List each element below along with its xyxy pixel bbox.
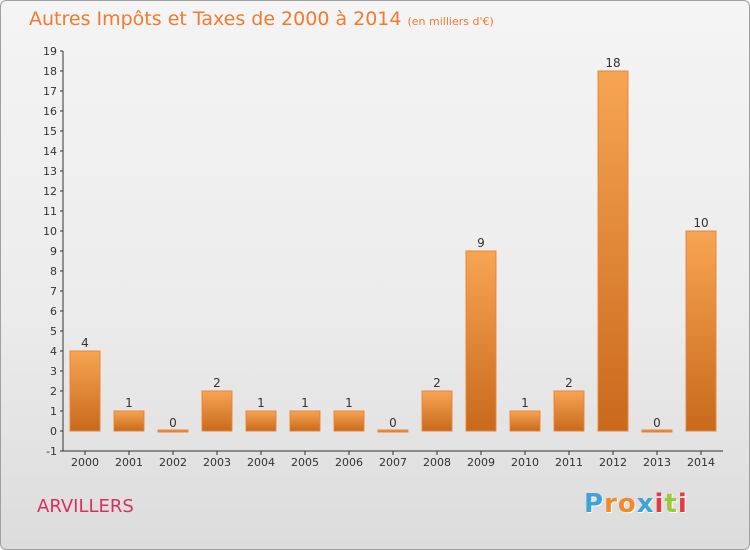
bar-2006: [333, 410, 365, 432]
x-tick-label-2014: 2014: [687, 456, 715, 469]
x-tick-label-2010: 2010: [511, 456, 539, 469]
chart-x-tick-labels: 2000 2001 2002 2003 2004 2005 2006 2007 2008 2009…: [71, 451, 715, 469]
x-tick-label-2002: 2002: [159, 456, 187, 469]
x-tick-label-2009: 2009: [467, 456, 495, 469]
bar-2004: [245, 410, 277, 432]
x-tick-label-2013: 2013: [643, 456, 671, 469]
commune-name: ARVILLERS: [37, 496, 134, 517]
y-tick-label: 3: [50, 365, 57, 378]
y-tick-label: 6: [50, 305, 57, 318]
data-label-2011: 2: [565, 376, 573, 390]
y-tick-label: 11: [43, 205, 57, 218]
data-label-2014: 10: [693, 216, 708, 230]
logo-letter: i: [677, 489, 688, 519]
y-tick-label: 5: [50, 325, 57, 338]
y-tick-label: 4: [50, 345, 57, 358]
x-tick-label-2008: 2008: [423, 456, 451, 469]
bar-2007: [377, 429, 409, 433]
bar-2014: [685, 230, 717, 432]
logo-letter: P: [584, 489, 605, 519]
data-label-2005: 1: [301, 396, 309, 410]
logo-letter: x: [636, 489, 655, 519]
data-label-2002: 0: [169, 416, 177, 430]
y-tick-label: 16: [43, 105, 57, 118]
data-label-2006: 1: [345, 396, 353, 410]
bar-2009: [465, 250, 497, 432]
y-tick-label: 0: [50, 425, 57, 438]
bar-2012: [597, 70, 629, 432]
data-label-2008: 2: [433, 376, 441, 390]
y-tick-label: 2: [50, 385, 57, 398]
data-label-2010: 1: [521, 396, 529, 410]
data-label-2013: 0: [653, 416, 661, 430]
logo-letter: r: [604, 489, 618, 519]
y-tick-label: 1: [50, 405, 57, 418]
x-tick-label-2004: 2004: [247, 456, 275, 469]
data-label-2001: 1: [125, 396, 133, 410]
x-tick-label-2003: 2003: [203, 456, 231, 469]
y-tick-label: 7: [50, 285, 57, 298]
y-tick-label: 19: [43, 45, 57, 58]
logo-letter: o: [617, 489, 637, 519]
bar-2010: [509, 410, 541, 432]
y-tick-label: 14: [43, 145, 57, 158]
x-tick-label-2011: 2011: [555, 456, 583, 469]
y-tick-label: 12: [43, 185, 57, 198]
y-tick-label: 9: [50, 245, 57, 258]
chart-title-unit: (en milliers d'€): [407, 15, 494, 28]
bar-2008: [421, 390, 453, 432]
logo-letter: i: [654, 489, 665, 519]
proxiti-logo: Proxiti: [584, 489, 688, 519]
bar-2003: [201, 390, 233, 432]
y-tick-label: 15: [43, 125, 57, 138]
chart-title: Autres Impôts et Taxes de 2000 à 2014 (en…: [29, 8, 494, 30]
x-tick-label-2012: 2012: [599, 456, 627, 469]
x-tick-label-2005: 2005: [291, 456, 319, 469]
data-label-2009: 9: [477, 236, 485, 250]
x-tick-label-2006: 2006: [335, 456, 363, 469]
bar-2002: [157, 429, 189, 433]
logo-letter: t: [664, 489, 678, 519]
data-label-2007: 0: [389, 416, 397, 430]
bar-2001: [113, 410, 145, 432]
bar-2013: [641, 429, 673, 433]
x-tick-label-2007: 2007: [379, 456, 407, 469]
bar-2011: [553, 390, 585, 432]
y-tick-label: 8: [50, 265, 57, 278]
bar-2000: [69, 350, 101, 432]
data-label-2012: 18: [605, 56, 620, 70]
data-label-2003: 2: [213, 376, 221, 390]
chart-bars: [69, 70, 717, 433]
bar-2005: [289, 410, 321, 432]
x-tick-label-2000: 2000: [71, 456, 99, 469]
chart-title-main: Autres Impôts et Taxes de 2000 à 2014: [29, 8, 402, 30]
y-tick-label: 13: [43, 165, 57, 178]
x-tick-label-2001: 2001: [115, 456, 143, 469]
data-label-2004: 1: [257, 396, 265, 410]
data-label-2000: 4: [81, 336, 89, 350]
y-tick-label: 18: [43, 65, 57, 78]
y-tick-label: -1: [46, 445, 57, 458]
y-tick-label: 17: [43, 85, 57, 98]
y-tick-label: 10: [43, 225, 57, 238]
